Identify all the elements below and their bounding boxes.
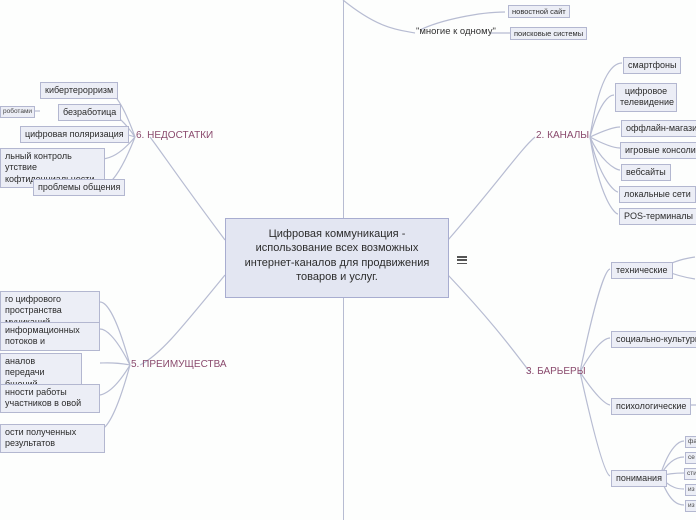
node-adv-3[interactable]: нности работы участников в овой [0,384,100,413]
node-digital-tv[interactable]: цифровое телевидение [615,83,677,112]
branch-advantages[interactable]: 5. ПРЕИМУЩЕСТВА [131,359,227,370]
node-local-networks[interactable]: локальные сети [619,186,696,203]
central-topic[interactable]: Цифровая коммуникация - использование вс… [225,218,449,298]
node-digital-polarization[interactable]: цифровая поляризация [20,126,129,143]
node-pos-terminals[interactable]: POS-терминалы [619,208,696,225]
vertical-line-top [343,0,344,220]
node-search-systems[interactable]: поисковые системы [510,27,587,40]
node-adv-1[interactable]: информационных потоков и [0,322,100,351]
node-sociocultural[interactable]: социально-культурные [611,331,696,348]
node-many-to-one[interactable]: "многие к одному" [416,26,496,37]
node-technical[interactable]: технические [611,262,673,279]
node-smartphones[interactable]: смартфоны [623,57,681,74]
node-offline-stores[interactable]: оффлайн-магазины [621,120,696,137]
node-cyberterrorism[interactable]: кибертерорризм [40,82,118,99]
branch-barriers[interactable]: 3. БАРЬЕРЫ [526,366,586,377]
sub-u-3[interactable]: из [685,484,696,496]
hamburger-icon[interactable] [455,254,469,266]
node-adv-4[interactable]: ости полученных результатов [0,424,105,453]
sub-u-0[interactable]: фа [685,436,696,448]
node-psychological[interactable]: психологические [611,398,691,415]
node-robots[interactable]: роботами [0,106,35,118]
node-game-consoles[interactable]: игровые консоли [620,142,696,159]
branch-channels[interactable]: 2. КАНАЛЫ [536,130,589,141]
vertical-line-bottom [343,298,344,520]
mindmap-canvas: Цифровая коммуникация - использование вс… [0,0,696,520]
node-communication-problems[interactable]: проблемы общения [33,179,125,196]
sub-u-4[interactable]: из [685,500,696,512]
node-websites[interactable]: вебсайты [621,164,671,181]
sub-u-1[interactable]: се [685,452,696,464]
sub-u-2[interactable]: сти [684,468,696,480]
node-news-site[interactable]: новостной сайт [508,5,570,18]
central-text: Цифровая коммуникация - использование вс… [245,228,430,283]
node-understanding[interactable]: понимания [611,470,667,487]
node-unemployment[interactable]: безработица [58,104,121,121]
branch-disadvantages[interactable]: 6. НЕДОСТАТКИ [136,130,213,141]
